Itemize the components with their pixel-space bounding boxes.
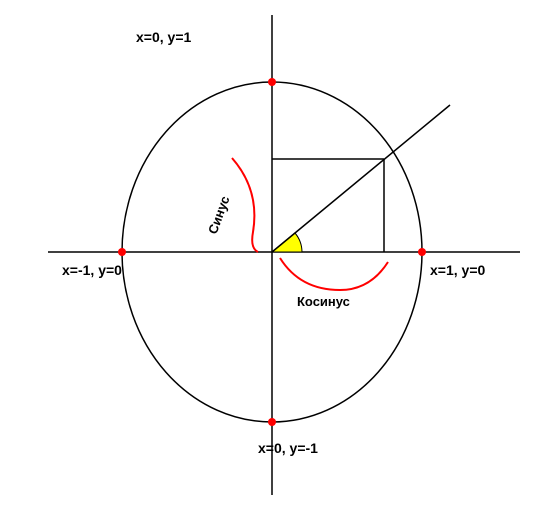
label-bottom: x=0, y=-1: [258, 440, 318, 456]
axis-point-top: [268, 78, 276, 86]
radius-line: [272, 105, 450, 252]
sine-curve: [232, 158, 258, 252]
trig-circle-diagram: [0, 0, 559, 506]
axis-point-right: [418, 248, 426, 256]
label-right: x=1, y=0: [430, 262, 485, 278]
label-cosine: Косинус: [297, 294, 350, 309]
axis-point-left: [118, 248, 126, 256]
label-top: x=0, y=1: [136, 29, 191, 45]
cosine-curve: [280, 258, 388, 290]
axis-point-bottom: [268, 418, 276, 426]
label-left: x=-1, y=0: [62, 262, 122, 278]
